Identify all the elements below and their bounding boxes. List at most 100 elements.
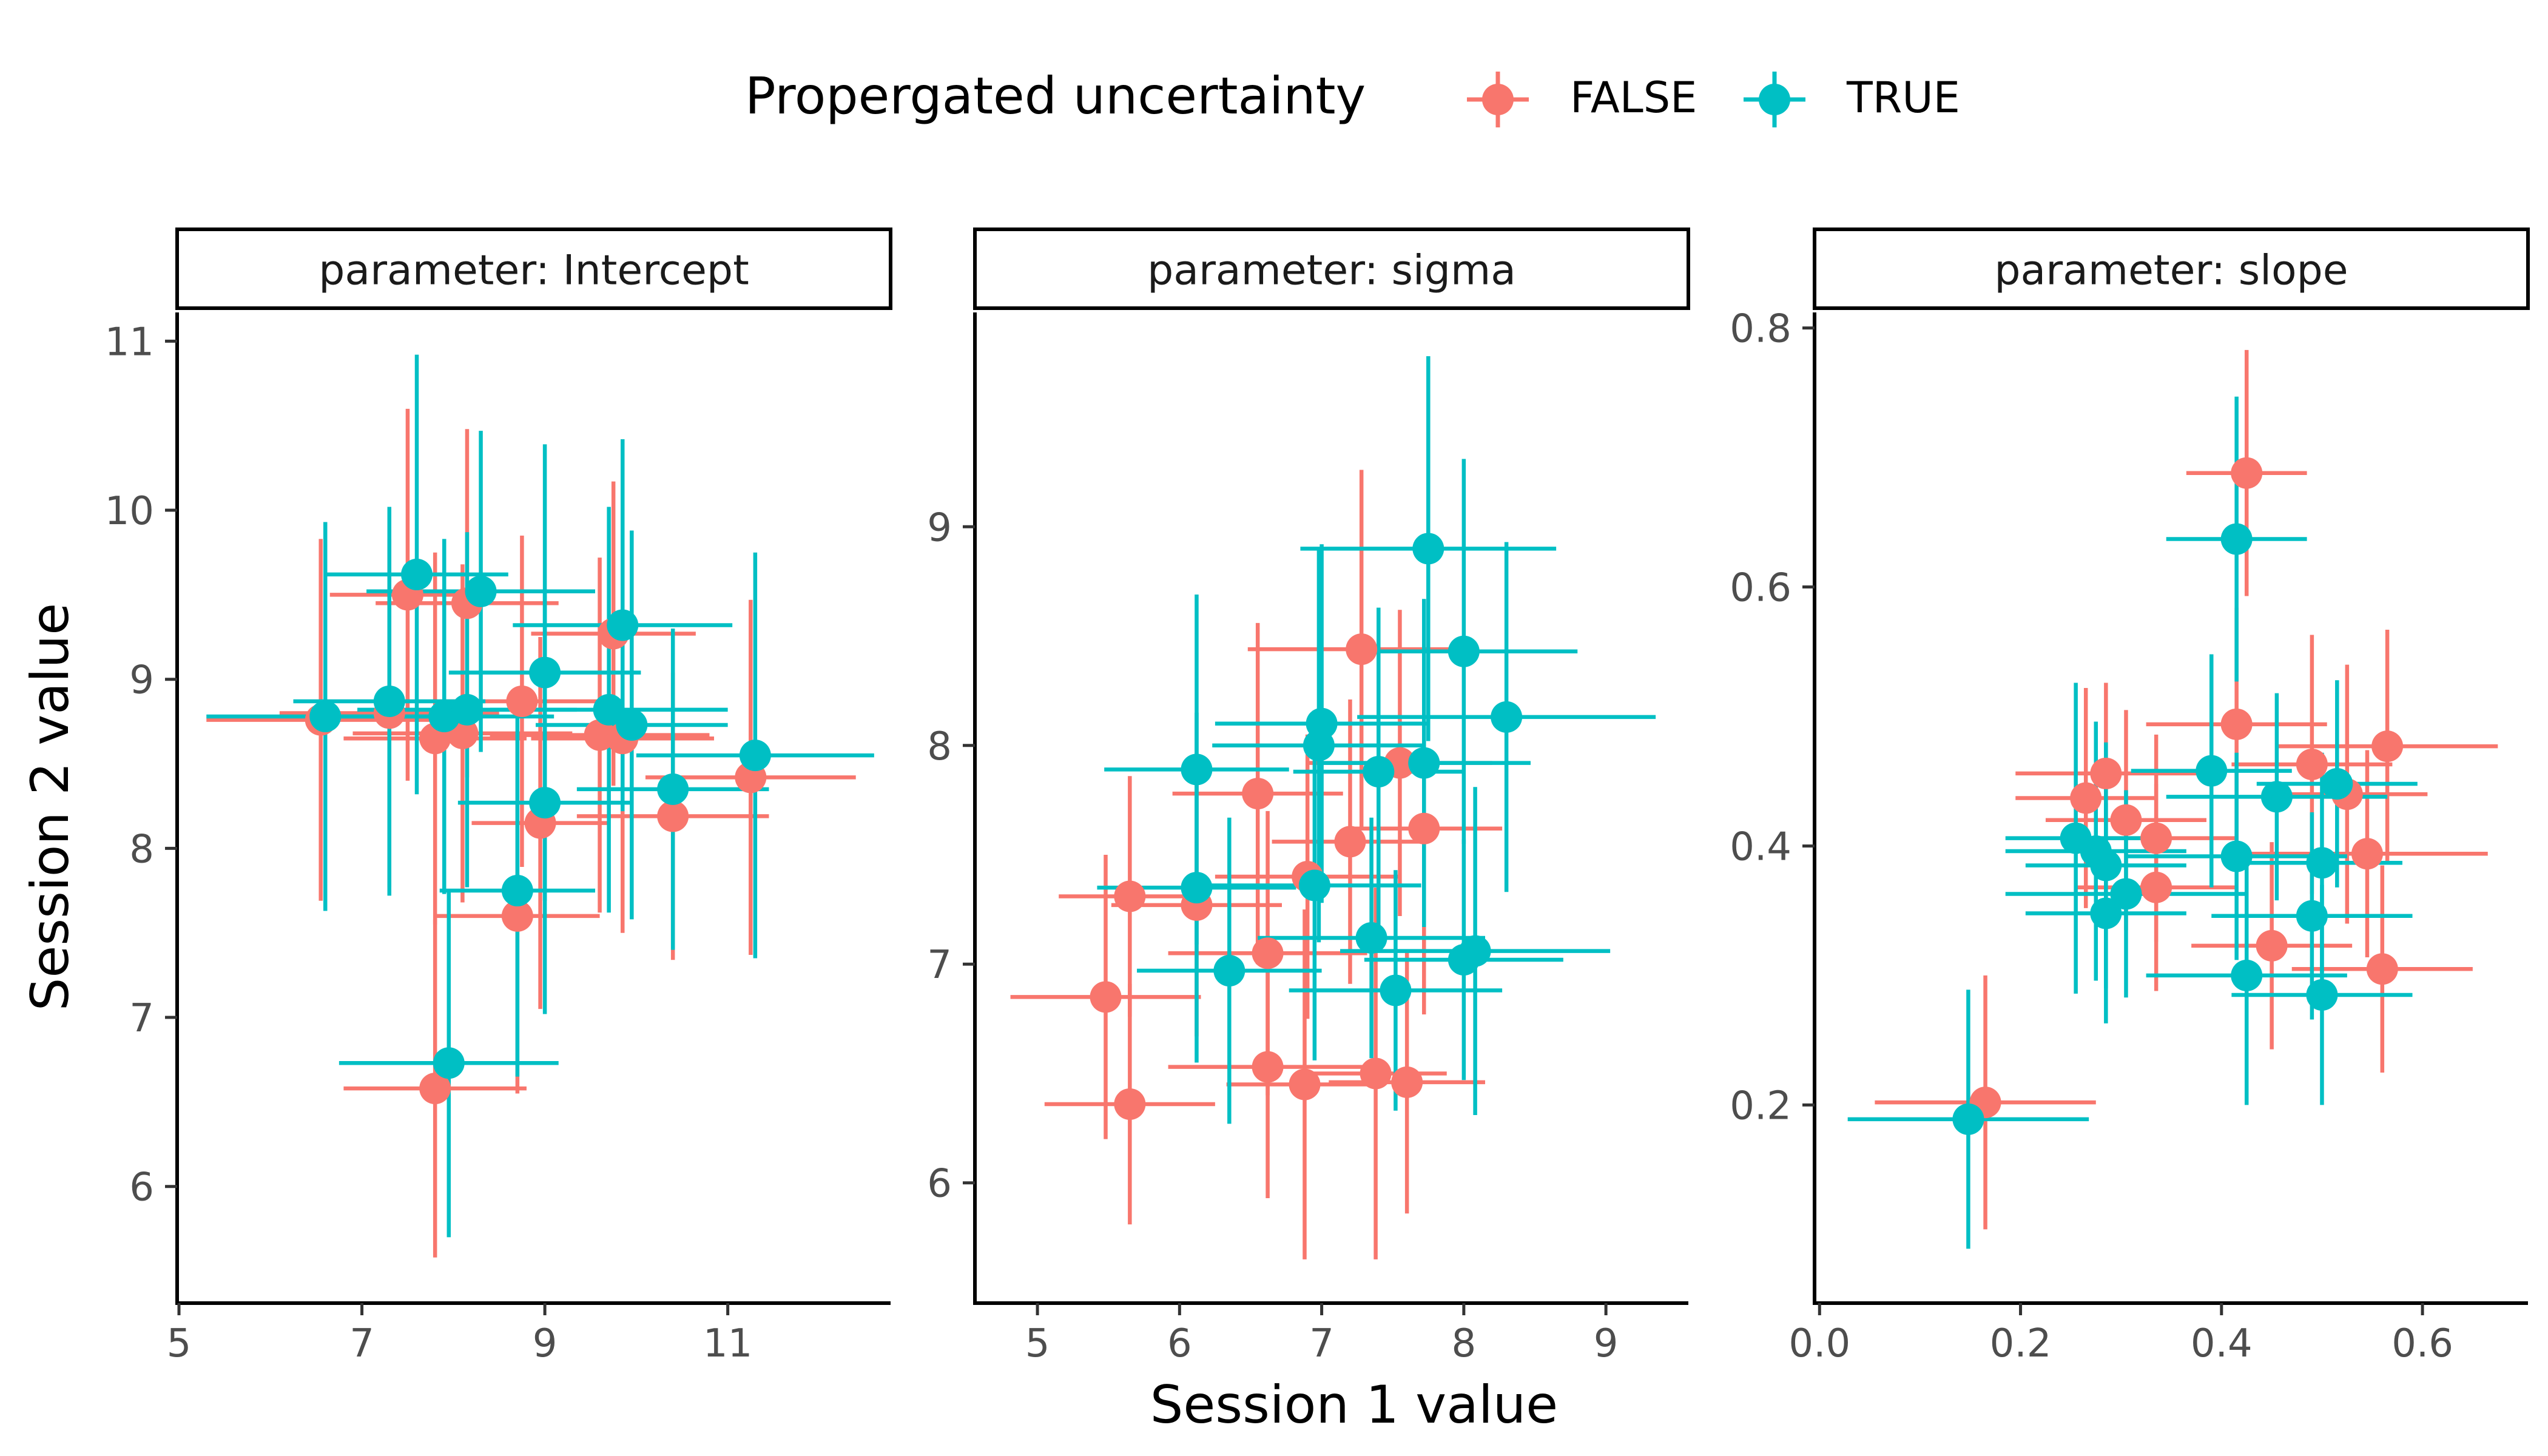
data-point	[2296, 900, 2328, 932]
data-point	[2220, 708, 2253, 740]
y-tick-label: 6	[129, 1165, 154, 1210]
facet-strip-label: parameter: sigma	[1147, 247, 1516, 295]
legend-label-false: FALSE	[1570, 73, 1697, 123]
data-point	[2306, 847, 2338, 879]
data-point	[2140, 822, 2172, 854]
legend-key-true-point	[1759, 84, 1790, 115]
data-point	[1448, 635, 1480, 667]
y-tick-label: 10	[105, 489, 154, 534]
data-point	[2260, 781, 2293, 813]
x-tick-label: 0.2	[1990, 1321, 2052, 1366]
x-tick-label: 6	[1167, 1321, 1192, 1366]
data-point	[373, 685, 405, 717]
data-point	[1298, 869, 1330, 902]
data-point	[1952, 1103, 1984, 1135]
data-point	[1114, 1088, 1146, 1120]
x-tick-label: 7	[1309, 1321, 1334, 1366]
y-tick-label: 9	[129, 658, 154, 703]
x-tick-label: 5	[167, 1321, 192, 1366]
facet-strip-label: parameter: slope	[1994, 247, 2348, 295]
y-tick-label: 7	[927, 943, 952, 988]
data-point	[2296, 748, 2328, 780]
facet-strip	[175, 228, 892, 310]
data-point	[2220, 840, 2253, 872]
data-point	[2110, 878, 2142, 910]
legend-label-true: TRUE	[1846, 73, 1960, 123]
data-point	[529, 787, 561, 819]
data-point	[1408, 747, 1440, 779]
data-point	[451, 693, 483, 726]
legend-key-true	[1744, 72, 1805, 127]
data-point	[593, 693, 625, 726]
data-point	[1090, 981, 1122, 1013]
data-point	[1363, 756, 1395, 788]
panel-1: parameter: Intercept 5 7 9 11 6 7 8 9 10 11	[105, 228, 892, 1366]
data-point	[1459, 935, 1491, 967]
x-tick-label: 9	[1594, 1321, 1619, 1366]
data-point	[506, 685, 538, 717]
data-point	[433, 1047, 465, 1079]
data-point	[2231, 457, 2263, 489]
data-point	[1412, 533, 1444, 565]
data-point	[2256, 929, 2288, 962]
data-point	[1181, 872, 1213, 904]
data-point	[1252, 1051, 1284, 1083]
data-point	[1213, 955, 1245, 987]
data-point	[1181, 753, 1213, 786]
legend-key-false	[1467, 72, 1529, 127]
y-tick-label: 0.6	[1730, 566, 1791, 611]
data-point	[2306, 979, 2338, 1011]
data-point	[529, 656, 561, 689]
legend-key-false-point	[1482, 84, 1514, 115]
x-tick-label: 0.6	[2391, 1321, 2453, 1366]
y-tick-label: 8	[129, 827, 154, 872]
data-point	[607, 609, 639, 641]
x-tick-label: 7	[349, 1321, 374, 1366]
data-point	[2196, 755, 2228, 787]
data-point	[1346, 633, 1378, 666]
data-point	[2321, 768, 2353, 800]
data-point	[1252, 937, 1284, 969]
data-point	[1408, 812, 1440, 844]
points-true	[1952, 523, 2353, 1135]
x-tick-label: 0.0	[1788, 1321, 1850, 1366]
data-point	[739, 740, 771, 772]
y-tick-label: 8	[927, 724, 952, 769]
points-true	[1181, 533, 1523, 1006]
data-point	[2371, 730, 2404, 763]
y-tick-label: 0.4	[1730, 824, 1791, 869]
data-point	[1355, 922, 1387, 954]
data-point	[2351, 838, 2383, 870]
data-point	[2070, 782, 2102, 814]
y-axis-title: Session 2 value	[20, 603, 81, 1011]
facet-strip	[1813, 228, 2530, 310]
panel-3: parameter: slope 0.0 0.2 0.4 0.6 0.2 0.4 0.6 0.8	[1730, 228, 2530, 1366]
data-point	[2140, 871, 2172, 903]
data-point	[616, 709, 648, 741]
data-point	[1334, 826, 1366, 858]
data-point	[2110, 804, 2142, 836]
legend-title: Propergated uncertainty	[745, 66, 1366, 126]
data-point	[1380, 974, 1412, 1006]
data-point	[1360, 1057, 1392, 1090]
x-tick-label: 11	[703, 1321, 752, 1366]
y-tick-label: 0.8	[1730, 307, 1791, 352]
data-point	[2231, 959, 2263, 991]
points-false	[1969, 457, 2404, 1119]
data-point	[657, 773, 689, 805]
data-point	[2090, 849, 2122, 881]
points-false	[1090, 633, 1440, 1120]
data-point	[419, 1073, 451, 1105]
facet-strip	[973, 228, 1690, 310]
y-tick-label: 11	[105, 320, 154, 365]
y-tick-label: 6	[927, 1162, 952, 1207]
data-point	[657, 800, 689, 832]
data-point	[465, 575, 497, 607]
x-tick-label: 5	[1025, 1321, 1050, 1366]
data-point	[309, 701, 342, 733]
data-point	[1289, 1068, 1321, 1100]
data-point	[1114, 880, 1146, 912]
data-point	[2366, 953, 2398, 985]
